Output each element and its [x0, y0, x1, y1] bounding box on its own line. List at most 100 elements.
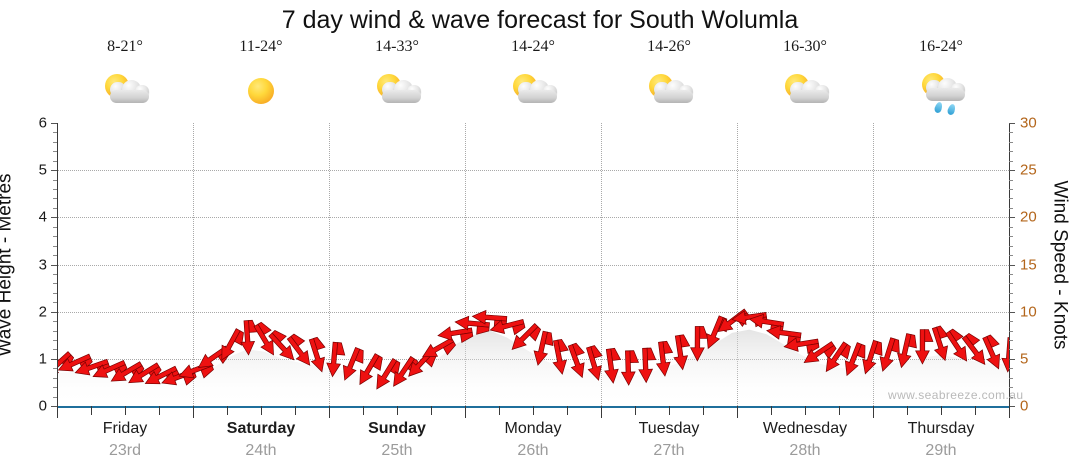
wind-barb-pennant: [986, 334, 1000, 348]
sun-cloud-rain-icon: [905, 62, 977, 120]
wind-barb-arrow: [359, 353, 380, 386]
wind-barb: [862, 339, 883, 375]
day-header-thursday: 16-24°: [873, 36, 1009, 124]
sun-cloud-icon: [769, 62, 841, 120]
day-name-label: Monday: [504, 420, 562, 437]
wind-barb-pennant: [336, 342, 346, 356]
wind-barb-arrow: [253, 323, 274, 356]
day-header-tuesday: 14-26°: [601, 36, 737, 124]
left-axis-title-text: Wave Height - Metres: [0, 172, 16, 357]
x-tick-minor: [567, 406, 568, 415]
wind-barb-pennant: [442, 341, 456, 356]
wind-barb-arrow: [110, 361, 143, 382]
cloud-icon: [381, 80, 421, 104]
day-footer-monday: Monday 26th: [465, 418, 601, 470]
right-tick-label: 10: [1020, 303, 1037, 321]
day-name-label: Tuesday: [638, 420, 700, 437]
x-tick-minor: [227, 406, 228, 415]
day-name-label: Thursday: [907, 420, 975, 437]
left-tick-minor: [53, 302, 57, 304]
temperature-range-label: 8-21°: [107, 38, 143, 55]
right-tick-label: 20: [1020, 208, 1037, 226]
wind-barb-arrow: [74, 358, 109, 376]
day-header-monday: 14-24°: [465, 36, 601, 124]
wind-barb: [931, 325, 949, 362]
day-date-label: 25th: [381, 442, 413, 459]
wind-barb-canvas: [57, 308, 1009, 406]
wind-barb-pennant: [924, 329, 934, 342]
wind-barb: [844, 342, 866, 377]
x-tick-minor: [805, 406, 806, 415]
wind-barb-arrow: [471, 309, 508, 325]
wind-barb-arrow: [393, 355, 416, 387]
wind-barb: [489, 318, 526, 336]
temperature-range-label: 16-30°: [783, 38, 827, 55]
wind-barb-arrow: [604, 348, 619, 384]
page-title: 7 day wind & wave forecast for South Wol…: [281, 6, 799, 34]
wind-barb: [308, 336, 326, 373]
wind-barb: [567, 342, 585, 379]
left-tick-minor: [53, 349, 57, 351]
wind-barb: [253, 321, 274, 356]
watermark: www.seabreeze.com.au: [888, 388, 1024, 402]
day-footer-tuesday: Tuesday 27th: [601, 418, 737, 470]
x-tick-minor: [91, 406, 92, 415]
day-header-strip: 8-21° 11-24° 14-33° 14-24° 14-26° 16-30° 16-24…: [57, 36, 1009, 124]
wind-barb-pennant: [372, 355, 383, 371]
wind-barb-arrow: [286, 335, 311, 366]
left-tick-major: [51, 170, 57, 172]
left-tick-minor: [53, 189, 57, 191]
left-tick-minor: [53, 160, 57, 162]
right-axis-title-text: Wind Speed - Knots: [1049, 180, 1071, 349]
day-divider-gridline: [329, 123, 330, 406]
right-tick-minor: [1009, 273, 1013, 275]
wind-barb-pennant: [610, 347, 622, 361]
wind-barb-pennant: [873, 341, 883, 356]
day-date-label: 26th: [517, 442, 549, 459]
wind-barb-pennant: [460, 332, 474, 343]
wind-barb-pennant: [200, 365, 214, 379]
right-tick-minor: [1009, 321, 1013, 323]
wind-barb: [783, 337, 820, 355]
wind-barb: [915, 329, 934, 365]
wind-barb-pennant: [806, 343, 820, 355]
x-tick-minor: [261, 406, 262, 415]
right-tick-minor: [1009, 160, 1013, 162]
left-tick-label: 6: [38, 114, 47, 132]
cloud-base: [925, 88, 965, 101]
wind-barb-pennant: [557, 338, 569, 353]
cloud-icon: [653, 80, 693, 104]
wind-barb-arrow: [731, 310, 767, 325]
wind-barb-arrow: [706, 315, 724, 350]
wind-barb-arrow: [57, 353, 92, 372]
day-header-saturday: 11-24°: [193, 36, 329, 124]
left-tick-minor: [53, 339, 57, 341]
wind-barb: [268, 330, 295, 361]
wind-barb-arrow: [748, 313, 785, 329]
x-tick-major: [873, 406, 874, 418]
left-tick-minor: [53, 377, 57, 379]
day-date-label: 24th: [245, 442, 277, 459]
wind-barb-arrow: [931, 326, 949, 362]
left-tick-minor: [53, 179, 57, 181]
wind-barb-arrow: [897, 333, 912, 369]
cloud-icon: [789, 80, 829, 104]
right-tick-label: 0: [1020, 397, 1029, 415]
right-tick-minor: [1009, 189, 1013, 191]
wind-barb-arrow: [92, 359, 126, 378]
cloud-base: [789, 90, 829, 103]
wind-barb-arrow: [1001, 337, 1009, 373]
left-tick-minor: [53, 292, 57, 294]
plot-area: [57, 123, 1009, 406]
right-tick-major: [1009, 406, 1015, 407]
wind-barb: [620, 350, 640, 386]
day-date-label: 29th: [925, 442, 957, 459]
right-tick-major: [1009, 311, 1015, 313]
left-tick-minor: [53, 151, 57, 153]
left-tick-label: 5: [38, 161, 47, 179]
wind-barb: [945, 328, 968, 362]
sun-cloud-icon: [89, 62, 161, 120]
day-name-label: Sunday: [368, 420, 426, 437]
wind-barb-pennant: [908, 334, 917, 349]
day-header-wednesday: 16-30°: [737, 36, 873, 124]
